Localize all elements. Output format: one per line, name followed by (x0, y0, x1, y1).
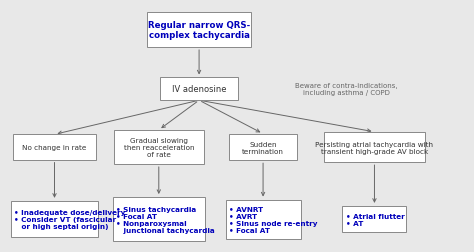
FancyBboxPatch shape (13, 135, 96, 160)
Text: • Atrial flutter
• AT: • Atrial flutter • AT (346, 213, 405, 226)
Text: Sudden
termination: Sudden termination (242, 141, 284, 154)
Text: IV adenosine: IV adenosine (172, 85, 226, 94)
Text: • Inadequate dose/delivery
• Consider VT (fascicular
   or high septal origin): • Inadequate dose/delivery • Consider VT… (15, 209, 126, 229)
FancyBboxPatch shape (11, 201, 99, 237)
FancyBboxPatch shape (160, 78, 238, 101)
FancyBboxPatch shape (226, 200, 301, 239)
FancyBboxPatch shape (114, 131, 204, 164)
Text: Gradual slowing
then reacceleration
of rate: Gradual slowing then reacceleration of r… (124, 137, 194, 158)
FancyBboxPatch shape (113, 197, 205, 241)
FancyBboxPatch shape (342, 206, 407, 232)
Text: Regular narrow QRS-
complex tachycardia: Regular narrow QRS- complex tachycardia (148, 21, 250, 40)
FancyBboxPatch shape (228, 134, 298, 161)
Text: Beware of contra-indications,
including asthma / COPD: Beware of contra-indications, including … (295, 83, 397, 96)
Text: No change in rate: No change in rate (22, 144, 87, 150)
FancyBboxPatch shape (147, 13, 251, 48)
Text: Persisting atrial tachycardia with
transient high-grade AV block: Persisting atrial tachycardia with trans… (316, 141, 433, 154)
Text: • Sinus tachycardia
• Focal AT
• Nonparoxysmal
   junctional tachycardia: • Sinus tachycardia • Focal AT • Nonparo… (117, 206, 215, 233)
Text: • AVNRT
• AVRT
• Sinus node re-entry
• Focal AT: • AVNRT • AVRT • Sinus node re-entry • F… (229, 206, 318, 233)
FancyBboxPatch shape (323, 132, 425, 163)
